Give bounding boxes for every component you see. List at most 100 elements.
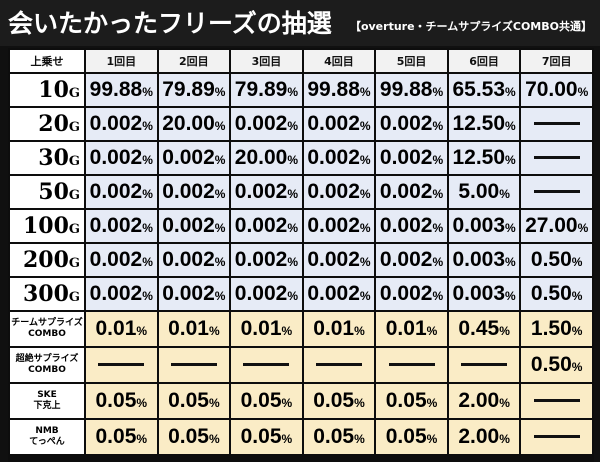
cell-value: 0.002 bbox=[89, 112, 143, 135]
column-header-4: 4回目 bbox=[303, 50, 375, 72]
table-cell bbox=[158, 348, 230, 382]
cell-value: 0.05 bbox=[95, 425, 137, 448]
percent-sign: % bbox=[426, 432, 438, 446]
table-cell: 65.53% bbox=[448, 74, 520, 106]
cell-value: 0.002 bbox=[234, 282, 288, 305]
row-label-value: 300 bbox=[22, 281, 69, 307]
table-cell: 99.88% bbox=[376, 74, 447, 106]
no-value-dash bbox=[98, 363, 145, 367]
row-label-line: COMBO bbox=[28, 365, 66, 375]
cell-value: 0.002 bbox=[379, 248, 433, 271]
table-cell: 0.05% bbox=[158, 420, 230, 454]
table-cell: 0.002% bbox=[158, 244, 230, 276]
table-cell: 0.002% bbox=[231, 108, 302, 140]
cell-value: 0.002 bbox=[379, 146, 433, 169]
percent-sign: % bbox=[214, 255, 226, 269]
cell-value: 0.50 bbox=[530, 282, 572, 305]
percent-sign: % bbox=[432, 85, 444, 99]
cell-value: 0.01 bbox=[168, 317, 209, 340]
cell-value: 0.002 bbox=[162, 248, 215, 271]
table-row: SKE 下克上 0.05% 0.05% 0.05% 0.05% 0.05% 2.00% bbox=[10, 384, 592, 418]
cell-value: 0.003 bbox=[452, 248, 506, 271]
percent-sign: % bbox=[214, 153, 226, 167]
row-label-unit: G bbox=[68, 86, 80, 101]
no-value-dash bbox=[533, 399, 580, 403]
percent-sign: % bbox=[142, 85, 153, 99]
table-cell: 0.002% bbox=[376, 244, 447, 276]
cell-value: 0.002 bbox=[89, 180, 143, 203]
row-label-value: 10 bbox=[38, 77, 69, 103]
row-label-value: 100 bbox=[22, 213, 69, 239]
percent-sign: % bbox=[359, 255, 371, 269]
cell-value: 0.002 bbox=[307, 112, 360, 135]
table-row: 100G 0.002% 0.002% 0.002% 0.002% 0.002% 0.003%… bbox=[10, 210, 592, 242]
table-cell: 0.002% bbox=[376, 108, 447, 140]
percent-sign: % bbox=[136, 324, 148, 338]
percent-sign: % bbox=[505, 289, 516, 303]
percent-sign: % bbox=[281, 324, 293, 338]
percent-sign: % bbox=[142, 255, 153, 269]
percent-sign: % bbox=[142, 187, 153, 201]
row-label: 300G bbox=[10, 278, 84, 310]
table-cell: 0.002% bbox=[303, 278, 375, 310]
table-cell bbox=[448, 348, 520, 382]
row-label: 超絶サプライズ COMBO bbox=[10, 348, 84, 382]
table-cell: 0.002% bbox=[303, 176, 375, 208]
table-cell: 0.002% bbox=[231, 244, 302, 276]
cell-value: 99.88 bbox=[89, 78, 143, 101]
cell-value: 0.002 bbox=[234, 180, 288, 203]
cell-value: 0.05 bbox=[313, 389, 355, 412]
percent-sign: % bbox=[505, 221, 516, 235]
row-label: 20G bbox=[10, 108, 84, 140]
percent-sign: % bbox=[287, 289, 299, 303]
table-cell: 0.003% bbox=[448, 210, 520, 242]
cell-value: 2.00 bbox=[458, 425, 500, 448]
row-label-line: NMB bbox=[35, 426, 59, 436]
percent-sign: % bbox=[505, 255, 516, 269]
table-cell: 0.05% bbox=[303, 384, 375, 418]
table-cell: 0.01% bbox=[376, 312, 447, 346]
no-value-dash bbox=[533, 122, 580, 126]
percent-sign: % bbox=[571, 255, 583, 269]
table-cell bbox=[521, 176, 592, 208]
cell-value: 0.003 bbox=[452, 214, 506, 237]
row-label-line: COMBO bbox=[28, 329, 66, 339]
page-title: 会いたかったフリーズの抽選 bbox=[8, 9, 332, 38]
cell-value: 2.00 bbox=[458, 389, 500, 412]
percent-sign: % bbox=[359, 221, 371, 235]
table-row: 300G 0.002% 0.002% 0.002% 0.002% 0.002% 0.003%… bbox=[10, 278, 592, 310]
cell-value: 1.50 bbox=[530, 317, 572, 340]
table-cell: 0.002% bbox=[376, 142, 447, 174]
cell-value: 12.50 bbox=[452, 146, 506, 169]
percent-sign: % bbox=[359, 119, 371, 133]
percent-sign: % bbox=[571, 360, 583, 374]
percent-sign: % bbox=[208, 324, 220, 338]
table-cell: 0.002% bbox=[376, 176, 447, 208]
percent-sign: % bbox=[499, 187, 510, 201]
table-cell: 0.01% bbox=[158, 312, 230, 346]
cell-value: 0.002 bbox=[379, 180, 433, 203]
percent-sign: % bbox=[577, 85, 589, 99]
table-row: 10G 99.88% 79.89% 79.89% 99.88% 99.88% 65.53% 7… bbox=[10, 74, 592, 106]
row-label-value: 30 bbox=[38, 145, 69, 171]
cell-value: 0.002 bbox=[234, 214, 288, 237]
cell-value: 27.00 bbox=[525, 214, 578, 237]
cell-value: 99.88 bbox=[307, 78, 360, 101]
title-bar: 会いたかったフリーズの抽選 【overture・チームサプライズCOMBO共通】 bbox=[0, 0, 600, 46]
table-cell: 0.05% bbox=[158, 384, 230, 418]
percent-sign: % bbox=[136, 396, 148, 410]
column-header-1: 1回目 bbox=[86, 50, 157, 72]
cell-value: 0.05 bbox=[168, 425, 209, 448]
cell-value: 0.05 bbox=[385, 425, 427, 448]
row-label-value: 20 bbox=[38, 111, 69, 137]
table-cell: 0.50% bbox=[521, 244, 592, 276]
table-row: 20G 0.002% 20.00% 0.002% 0.002% 0.002% 12.50% bbox=[10, 108, 592, 140]
cell-value: 0.05 bbox=[168, 389, 209, 412]
row-label-unit: G bbox=[68, 222, 80, 237]
table-cell: 27.00% bbox=[521, 210, 592, 242]
cell-value: 12.50 bbox=[452, 112, 506, 135]
cell-value: 0.002 bbox=[162, 282, 215, 305]
table-cell: 79.89% bbox=[231, 74, 302, 106]
table-cell: 5.00% bbox=[448, 176, 520, 208]
